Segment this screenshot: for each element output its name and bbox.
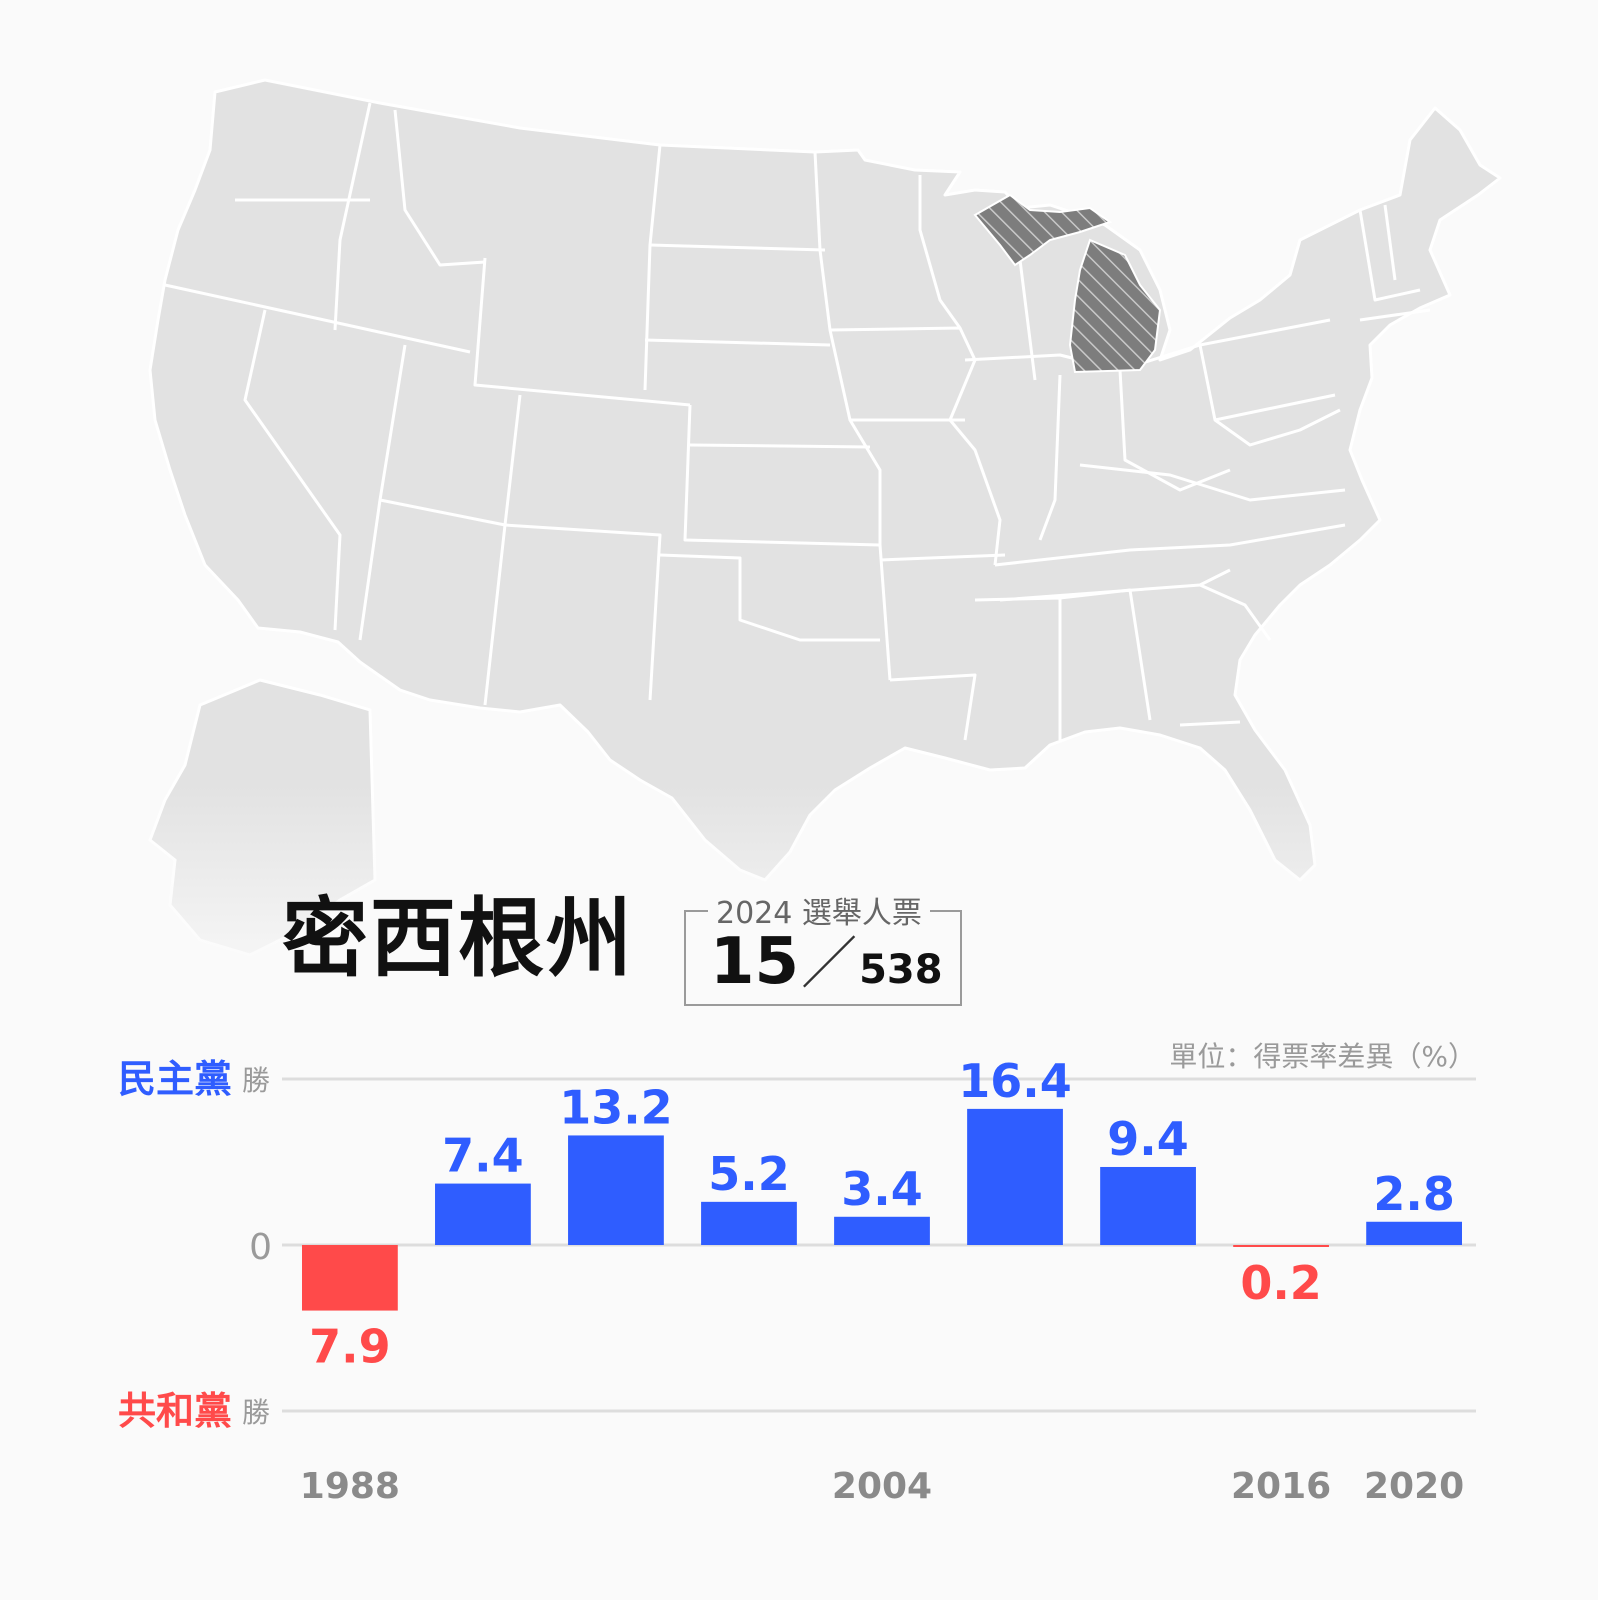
value-label-2008: 16.4	[958, 1054, 1072, 1108]
state-name-title: 密西根州	[282, 889, 634, 989]
bar-2012	[1100, 1166, 1196, 1245]
chart-bars	[302, 1108, 1462, 1311]
value-label-2000: 5.2	[708, 1147, 790, 1201]
democrat-party-label: 民主黨	[118, 1057, 232, 1101]
value-label-2004: 3.4	[841, 1162, 923, 1216]
value-label-2012: 9.4	[1107, 1112, 1189, 1166]
electoral-votes-total: 538	[859, 947, 943, 993]
zero-label: 0	[249, 1227, 272, 1268]
map-michigan-upper	[973, 193, 1113, 267]
bar-2008	[967, 1108, 1063, 1245]
value-label-2020: 2.8	[1373, 1167, 1455, 1221]
republican-win-suffix: 勝	[242, 1396, 270, 1429]
electoral-votes-caption: 2024 選舉人票	[708, 888, 930, 932]
electoral-votes-count: 15	[710, 925, 800, 999]
electoral-votes-slash: ／	[801, 932, 858, 997]
unit-label: 單位：得票率差異（%）	[1169, 1040, 1476, 1073]
bar-2020	[1366, 1221, 1462, 1245]
value-label-2016: 0.2	[1240, 1256, 1322, 1310]
electoral-votes-box: 2024 選舉人票 15／538	[684, 888, 962, 1006]
bar-1992	[435, 1183, 531, 1245]
bar-1988	[302, 1245, 398, 1311]
bar-2004	[834, 1216, 930, 1245]
bar-2000	[701, 1201, 797, 1245]
value-label-1996: 13.2	[559, 1080, 673, 1134]
value-label-1992: 7.4	[442, 1129, 524, 1183]
x-tick-1988: 1988	[300, 1466, 400, 1507]
map-michigan-lower	[1068, 238, 1162, 374]
x-tick-2020: 2020	[1364, 1466, 1464, 1507]
value-label-1988: 7.9	[309, 1320, 391, 1374]
electoral-votes-value: 15／538	[710, 930, 943, 994]
bar-2016	[1233, 1245, 1329, 1247]
bar-1996	[568, 1135, 664, 1245]
x-tick-2016: 2016	[1231, 1466, 1331, 1507]
democrat-win-suffix: 勝	[242, 1064, 270, 1097]
republican-party-label: 共和黨	[118, 1389, 232, 1433]
x-tick-2004: 2004	[832, 1466, 932, 1507]
chart-labels: 7.9 1988 7.4 13.2 5.2 3.4 2004 16.4 9.4 0.2 2016 2.…	[118, 1040, 1476, 1507]
